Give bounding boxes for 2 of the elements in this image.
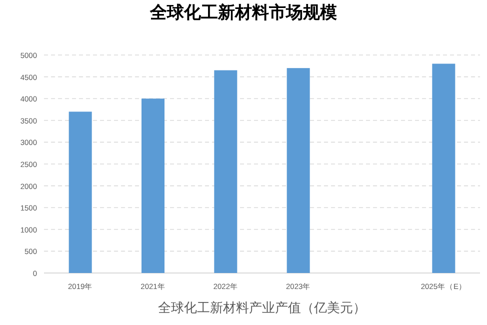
title: 全球化工新材料市场规模 — [150, 3, 337, 23]
x-axis-title: 全球化工新材料产业产值（亿美元） — [158, 300, 366, 315]
